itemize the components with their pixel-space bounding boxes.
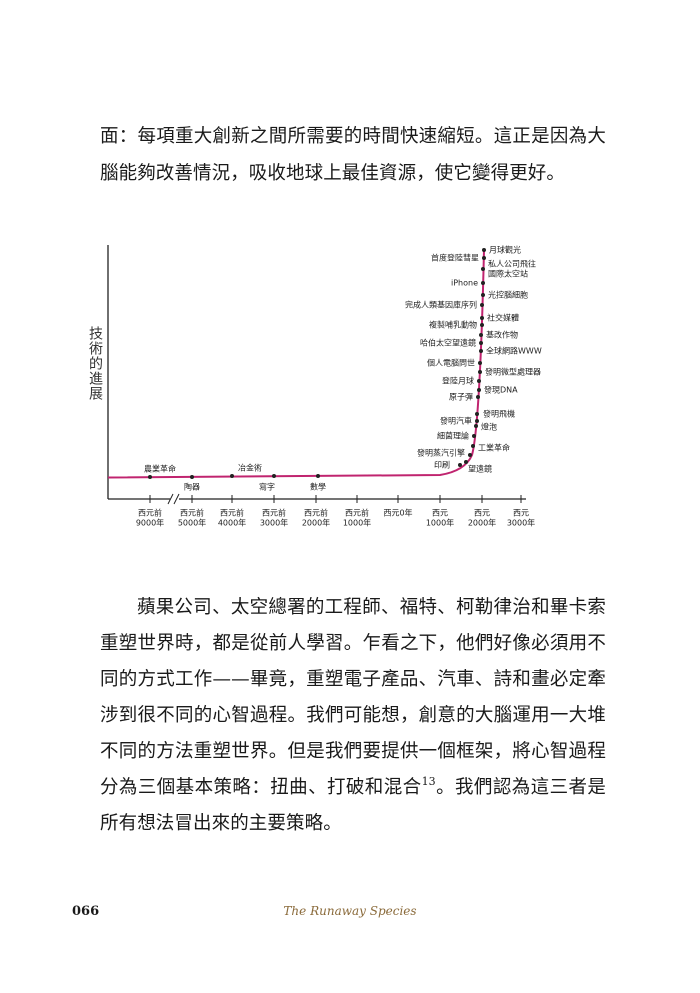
x-tick-label: 西元0年 [383,508,412,518]
event-dot [477,379,481,383]
x-tick-label: 1000年 [426,518,454,528]
event-label: 完成人類基因庫序列 [405,300,477,310]
event-dot [481,281,485,285]
event-label: 基改作物 [486,330,518,340]
x-tick-label: 西元 [432,509,448,518]
x-tick-label: 1000年 [343,518,371,528]
x-tick-label: 西元前 [304,508,328,518]
x-tick-label: 3000年 [507,518,535,528]
event-dot [480,323,484,327]
event-dot [474,424,478,428]
text: 面：每項重大創新之間所需要的時間快速縮短。這正是因為大腦能夠改善情況，吸收地球上… [100,126,606,184]
x-tick-label: 西元前 [138,508,162,518]
running-title: The Runaway Species [283,904,417,918]
event-label: 工業革命 [478,443,510,453]
x-tick-label: 西元前 [220,508,244,518]
y-axis-label: 技術的進展 [87,326,103,401]
event-label: 月球觀光 [489,245,521,255]
x-tick-label: 西元 [474,509,490,518]
event-dot [458,463,462,467]
event-dot [475,419,479,423]
event-dot [190,475,194,479]
paragraph: 面：每項重大創新之間所需要的時間快速縮短。這正是因為大腦能夠改善情況，吸收地球上… [100,118,606,192]
event-label: 農業革命 [144,464,176,474]
x-tick-label: 2000年 [302,518,330,528]
event-dot [471,444,475,448]
x-tick-label: 3000年 [260,518,288,528]
event-dot [316,474,320,478]
event-dot [478,370,482,374]
x-tick-label: 西元前 [180,508,204,518]
event-label: 原子彈 [449,393,473,402]
event-dot [475,412,479,416]
event-label: 發明汽車 [440,416,472,426]
event-dot [476,395,480,399]
page-number: 066 [72,904,100,919]
event-label: 數學 [310,482,326,492]
event-label: 國際太空站 [488,269,528,279]
event-label: 首度登陸彗星 [431,253,479,263]
text: 。我們認為這三者是所有想法冒出來的主要策略。 [100,777,607,834]
event-label: 私人公司飛往 [488,259,536,269]
x-tick-label: 西元 [513,509,529,518]
event-label: 個人電腦問世 [427,358,475,368]
event-label: 複製哺乳動物 [429,320,477,330]
event-label: 發明飛機 [483,409,515,419]
event-dot [468,453,472,457]
event-dot [482,248,486,252]
event-label: 發明微型處理器 [485,367,541,377]
progress-curve [107,249,485,479]
event-label: 發明蒸汽引擎 [417,448,465,458]
event-dot [479,341,483,345]
event-dot [482,256,486,260]
event-dot [481,267,485,271]
event-label: 光控腦細胞 [488,290,528,300]
event-label: 全球網路WWW [486,346,542,356]
event-label: 哈伯太空望遠鏡 [420,338,476,348]
event-dot [481,293,485,297]
x-tick-label: 2000年 [468,518,496,528]
event-label: 冶金術 [238,463,262,473]
event-dot [472,434,476,438]
text: 蘋果公司、太空總署的工程師、福特、柯勒律治和畢卡索重塑世界時，都是從前人學習。乍… [100,597,606,798]
event-dot [272,474,276,478]
event-label: iPhone [451,279,478,288]
x-tick-label: 5000年 [178,518,206,528]
event-label: 陶器 [184,482,200,492]
event-dot [479,349,483,353]
event-label: 燈泡 [481,422,497,432]
footnote-ref: 13 [421,775,436,788]
axis-break [167,493,180,505]
event-dot [480,316,484,320]
event-label: 印刷 [434,461,450,470]
event-label: 社交媒體 [487,313,519,323]
event-dot [478,361,482,365]
event-label: 寫字 [259,482,275,492]
x-tick-label: 西元前 [345,508,369,518]
event-dot [230,474,234,478]
x-tick-label: 9000年 [136,518,164,528]
event-dot [480,303,484,307]
event-label: 細菌理論 [437,431,469,441]
event-label: 望遠鏡 [468,464,492,474]
event-label: 發現DNA [484,386,518,395]
event-label: 登陸月球 [442,376,474,386]
x-tick-label: 西元前 [262,508,286,518]
event-dot [464,460,468,464]
event-dot [477,388,481,392]
event-dot [479,333,483,337]
event-dot [148,475,152,479]
x-tick-label: 4000年 [218,518,246,528]
paragraph: 蘋果公司、太空總署的工程師、福特、柯勒律治和畢卡索重塑世界時，都是從前人學習。乍… [100,590,606,842]
